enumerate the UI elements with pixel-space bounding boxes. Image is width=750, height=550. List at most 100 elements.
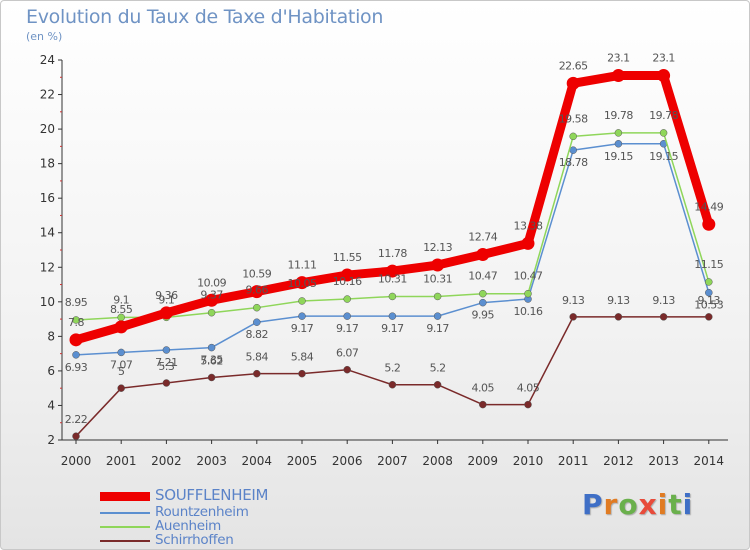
y-tick-label: 4: [47, 398, 55, 412]
data-point: [479, 400, 487, 409]
data-label: 19.15: [649, 150, 678, 163]
data-label: 10.47: [514, 270, 543, 283]
x-tick-label: 2007: [377, 454, 408, 468]
data-point: [476, 247, 490, 261]
legend-label: Rountzenheim: [155, 504, 249, 520]
legend-swatch: [100, 526, 150, 528]
data-label: 7.8: [68, 316, 84, 329]
data-point: [253, 318, 261, 326]
data-point: [611, 69, 625, 83]
data-point: [388, 292, 397, 301]
data-label: 5.84: [246, 351, 269, 364]
data-label: 9.36: [155, 289, 178, 302]
data-point: [159, 306, 173, 320]
x-tick-label: 2006: [332, 454, 363, 468]
data-label: 8.55: [110, 303, 133, 316]
data-label: 23.1: [607, 52, 630, 65]
data-label: 11.11: [288, 259, 317, 272]
data-point: [705, 278, 713, 286]
data-point: [385, 264, 399, 278]
data-point: [117, 384, 125, 392]
data-label: 23.1: [652, 52, 675, 65]
data-point: [114, 320, 128, 334]
data-point: [614, 140, 623, 148]
x-tick-label: 2012: [603, 454, 634, 468]
data-point: [298, 369, 306, 378]
legend-label: SOUFFLENHEIM: [155, 486, 269, 504]
data-label: 9.17: [336, 322, 359, 335]
data-point: [479, 298, 487, 307]
data-point: [250, 285, 264, 299]
data-point: [298, 312, 306, 320]
brand-letter: x: [638, 488, 658, 521]
data-point: [433, 380, 442, 389]
data-point: [431, 258, 445, 272]
data-point: [72, 316, 80, 324]
data-label: 18.78: [559, 156, 588, 169]
data-point: [72, 432, 80, 440]
data-label: 19.15: [604, 150, 633, 163]
data-label: 19.78: [604, 109, 633, 122]
y-tick-label: 14: [40, 226, 55, 240]
x-tick-label: 2004: [242, 454, 273, 468]
data-point: [524, 289, 532, 298]
data-label: 13.38: [514, 219, 543, 232]
x-tick-label: 2009: [468, 454, 499, 468]
data-label: 9.1: [158, 293, 174, 306]
data-label: 11.78: [378, 247, 407, 260]
brand-logo: Proxiti: [582, 488, 693, 521]
data-label: 5: [118, 365, 125, 378]
y-tick-label: 18: [40, 157, 55, 171]
data-label: 9.13: [607, 294, 630, 307]
legend-swatch: [100, 512, 150, 514]
data-label: 8.95: [65, 296, 88, 309]
data-label: 11.15: [694, 258, 723, 271]
data-point: [705, 288, 713, 297]
data-label: 9.95: [472, 309, 495, 322]
data-point: [295, 276, 309, 290]
y-tick-label: 6: [47, 364, 55, 378]
data-label: 11.55: [333, 251, 362, 264]
x-tick-label: 2002: [151, 454, 182, 468]
data-point: [343, 295, 351, 303]
data-point: [657, 69, 671, 83]
data-label: 9.13: [562, 294, 585, 307]
chart-subtitle: (en %): [26, 30, 63, 43]
brand-letter: i: [682, 488, 694, 521]
data-label: 9.37: [200, 289, 223, 302]
data-point: [388, 380, 397, 389]
data-point: [479, 289, 487, 298]
x-tick-label: 2000: [61, 454, 92, 468]
legend-label: Schirrhoffen: [155, 532, 234, 548]
data-point: [702, 217, 716, 231]
chart-title: Evolution du Taux de Taxe d'Habitation: [26, 6, 384, 28]
data-point: [298, 297, 306, 305]
data-label: 12.13: [423, 241, 452, 254]
data-point: [569, 313, 577, 321]
data-point: [253, 369, 261, 378]
data-label: 19.78: [649, 109, 678, 122]
data-point: [162, 379, 171, 387]
data-label: 9.17: [426, 322, 449, 335]
y-tick-label: 2: [47, 433, 55, 447]
data-label: 22.65: [559, 59, 588, 72]
data-label: 7.35: [200, 354, 223, 367]
data-label: 5.2: [430, 362, 446, 375]
x-tick-label: 2003: [196, 454, 227, 468]
brand-letter: o: [618, 488, 639, 521]
x-tick-label: 2010: [513, 454, 544, 468]
data-point: [207, 308, 216, 317]
legend-swatch: [100, 492, 150, 501]
data-point: [566, 76, 580, 90]
data-point: [524, 400, 532, 409]
y-tick-label: 20: [40, 122, 55, 136]
x-tick-label: 2011: [558, 454, 589, 468]
data-point: [343, 365, 351, 374]
data-point: [614, 129, 623, 137]
data-label: 10.53: [694, 299, 723, 312]
data-label: 10.31: [423, 272, 452, 285]
data-point: [569, 132, 577, 141]
data-label: 10.59: [242, 268, 271, 281]
data-label: 2.22: [65, 413, 88, 426]
data-point: [705, 313, 713, 321]
